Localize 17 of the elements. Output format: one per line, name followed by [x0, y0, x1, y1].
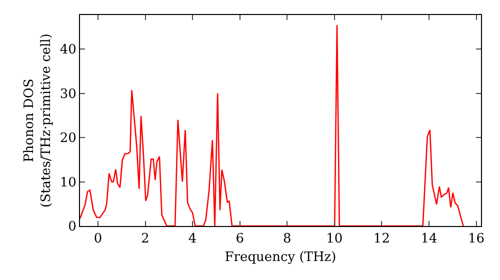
y-tick-label: 0: [68, 220, 76, 235]
x-tick-label: 0: [94, 232, 102, 247]
x-tick-label: 14: [420, 232, 438, 247]
x-tick-label: 4: [188, 232, 197, 247]
y-tick-label: 40: [60, 42, 76, 58]
y-tick-label: 30: [60, 86, 76, 102]
x-axis-title: Frequency (THz): [224, 250, 336, 266]
y-tick-label: 20: [60, 131, 76, 146]
x-tick-label: 12: [373, 232, 390, 247]
x-tick-label: 16: [468, 232, 485, 247]
y-tick-label: 10: [60, 175, 76, 190]
x-tick-label: 2: [141, 232, 150, 247]
x-tick-label: 10: [326, 232, 343, 247]
x-tick-label: 6: [236, 232, 244, 247]
x-tick-label: 8: [282, 232, 292, 247]
line-series: [80, 24, 464, 226]
y-axis-title: Phonon DOS (States/THz·primitive cell): [22, 33, 54, 208]
